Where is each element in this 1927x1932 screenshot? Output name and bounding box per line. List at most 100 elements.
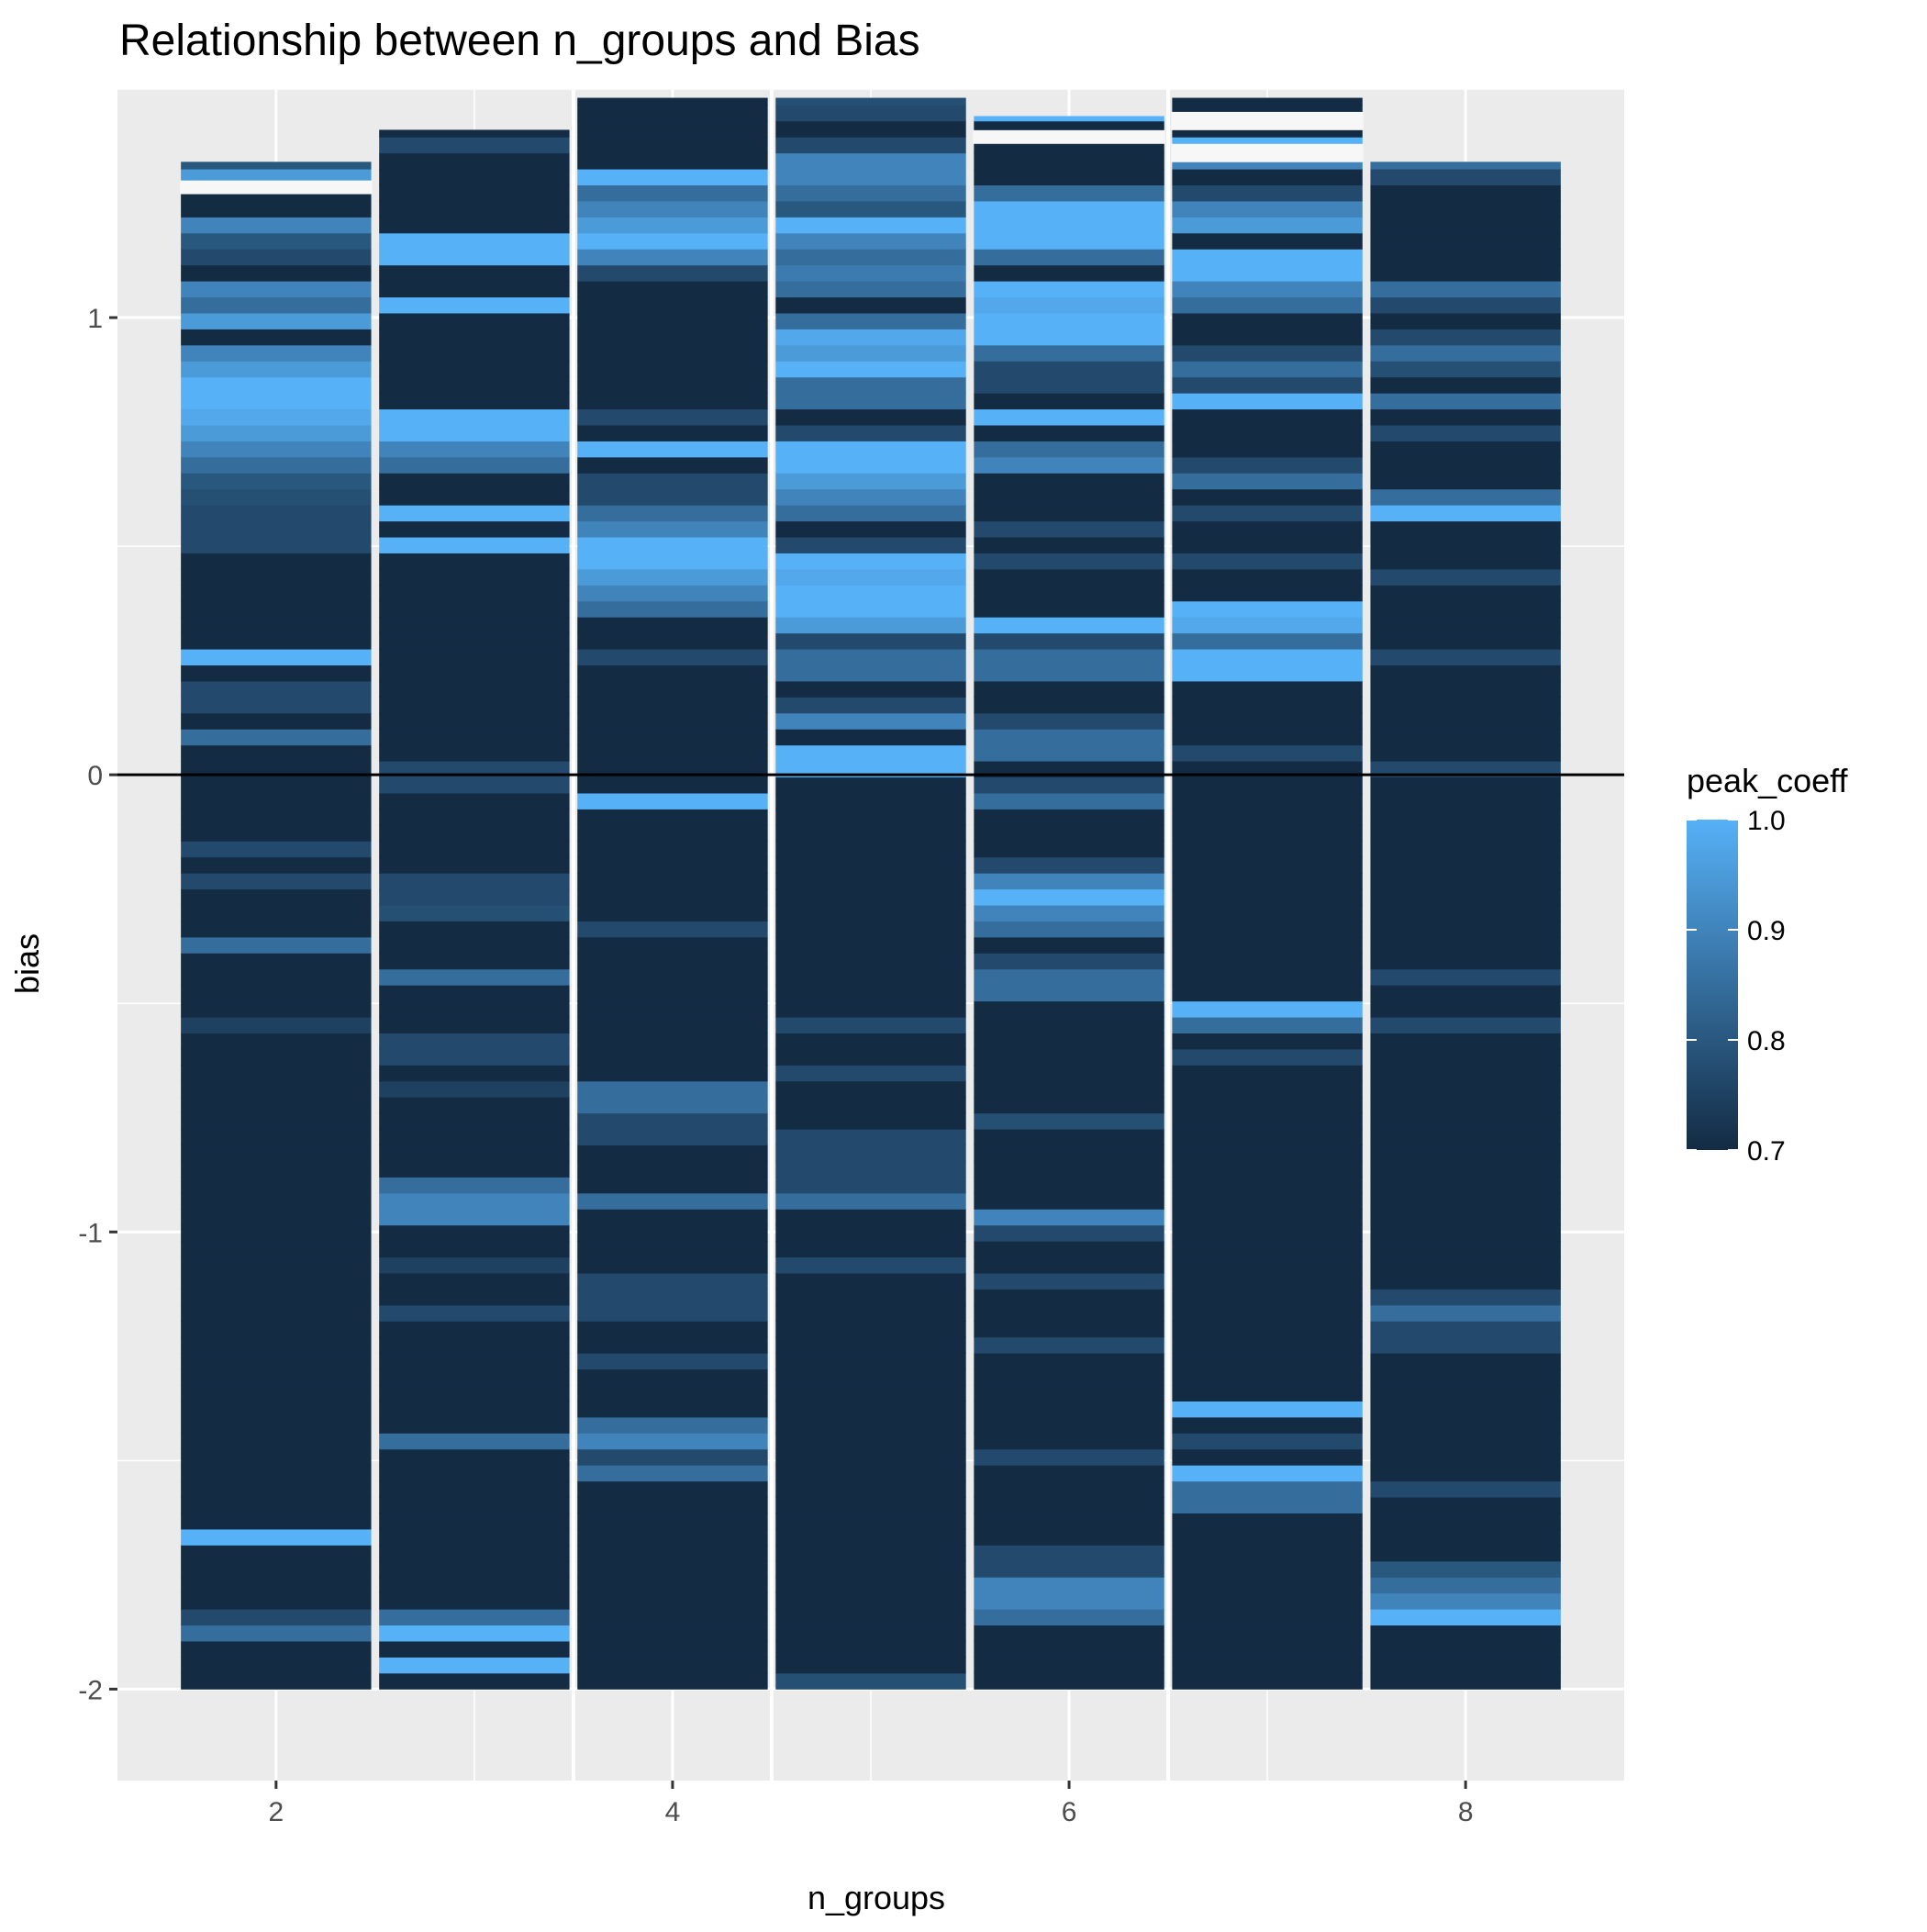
heatmap-tile — [974, 152, 1164, 170]
heatmap-tile — [181, 680, 372, 698]
heatmap-tile — [181, 1560, 372, 1578]
heatmap-tile — [1172, 1145, 1363, 1162]
heatmap-tile — [577, 936, 768, 954]
heatmap-tile — [181, 536, 372, 553]
heatmap-tile — [379, 1496, 570, 1514]
heatmap-tile — [379, 840, 570, 858]
heatmap-tile — [379, 344, 570, 362]
heatmap-tile — [775, 1560, 966, 1578]
heatmap-tile — [775, 1576, 966, 1594]
heatmap-tile — [379, 1336, 570, 1354]
heatmap-tile — [1172, 984, 1363, 1002]
heatmap-tile — [974, 424, 1164, 441]
heatmap-tile — [1172, 360, 1363, 378]
heatmap-tile — [577, 776, 768, 794]
heatmap-tile — [181, 1640, 372, 1658]
heatmap-tile — [775, 1128, 966, 1146]
heatmap-tile — [379, 632, 570, 650]
heatmap-tile — [379, 888, 570, 906]
heatmap-tile — [1172, 1401, 1363, 1418]
heatmap-tile — [577, 120, 768, 138]
heatmap-tile — [379, 697, 570, 714]
heatmap-tile — [775, 329, 966, 346]
heatmap-tile — [577, 97, 768, 106]
heatmap-tile — [379, 1576, 570, 1594]
heatmap-tile — [379, 856, 570, 874]
heatmap-tile — [577, 953, 768, 970]
heatmap-tile — [379, 536, 570, 553]
heatmap-tile — [974, 648, 1164, 666]
heatmap-tile — [1172, 1560, 1363, 1578]
heatmap-tile — [1370, 1208, 1561, 1226]
heatmap-tile — [974, 344, 1164, 362]
heatmap-tile — [1172, 760, 1363, 778]
heatmap-tile — [1370, 664, 1561, 682]
x-axis-label: n_groups — [808, 1879, 945, 1916]
heatmap-tile — [974, 680, 1164, 698]
heatmap-tile — [181, 1177, 372, 1194]
heatmap-tile — [1370, 680, 1561, 698]
heatmap-tile — [379, 1192, 570, 1210]
heatmap-tile — [775, 1640, 966, 1658]
heatmap-tile — [379, 1560, 570, 1578]
heatmap-tile — [775, 536, 966, 553]
heatmap-tile — [775, 504, 966, 522]
heatmap-tile — [775, 1464, 966, 1482]
heatmap-tile — [775, 264, 966, 282]
heatmap-tile — [379, 792, 570, 810]
heatmap-tile — [775, 1416, 966, 1434]
heatmap-tile — [1370, 504, 1561, 522]
heatmap-tile — [379, 376, 570, 394]
heatmap-tile — [379, 809, 570, 826]
heatmap-tile — [1172, 1321, 1363, 1338]
heatmap-tile — [974, 712, 1164, 730]
heatmap-tile — [577, 1192, 768, 1210]
heatmap-tile — [775, 1048, 966, 1066]
heatmap-tile — [775, 376, 966, 394]
heatmap-tile — [775, 744, 966, 762]
heatmap-tile — [1172, 809, 1363, 826]
heatmap-tile — [577, 392, 768, 410]
heatmap-tile — [1370, 936, 1561, 954]
heatmap-tile — [577, 1448, 768, 1466]
heatmap-tile — [974, 809, 1164, 826]
heatmap-tile — [577, 904, 768, 921]
heatmap-tile — [974, 217, 1164, 234]
heatmap-tile — [974, 1272, 1164, 1290]
heatmap-tile — [775, 1625, 966, 1642]
heatmap-tile — [379, 1592, 570, 1610]
heatmap-tile — [974, 1545, 1164, 1562]
heatmap-tile — [775, 1401, 966, 1418]
heatmap-tile — [577, 697, 768, 714]
heatmap-tile — [1370, 1433, 1561, 1450]
heatmap-tile — [775, 921, 966, 938]
heatmap-tile — [577, 1513, 768, 1530]
heatmap-tile — [379, 1112, 570, 1130]
heatmap-tile — [1172, 329, 1363, 346]
heatmap-tile — [577, 1048, 768, 1066]
heatmap-tile — [1370, 1224, 1561, 1242]
heatmap-tile — [1172, 248, 1363, 266]
heatmap-tile — [379, 616, 570, 634]
heatmap-tile — [181, 1048, 372, 1066]
heatmap-tile — [1370, 1608, 1561, 1626]
heatmap-tile — [1370, 1048, 1561, 1066]
heatmap-tile — [1172, 1033, 1363, 1050]
heatmap-tile — [1172, 600, 1363, 618]
tile-column-7 — [1171, 97, 1364, 1690]
heatmap-tile — [181, 1033, 372, 1050]
heatmap-tile — [181, 840, 372, 858]
heatmap-tile — [181, 1657, 372, 1674]
heatmap-tile — [1370, 953, 1561, 970]
heatmap-tile — [577, 264, 768, 282]
heatmap-tile — [974, 360, 1164, 378]
legend: peak_coeff 1.0 0.9 0.8 0.7 — [1687, 762, 1848, 1167]
heatmap-tile — [577, 376, 768, 394]
heatmap-tile — [1370, 168, 1561, 186]
heatmap-tile — [181, 648, 372, 666]
heatmap-tile — [577, 1528, 768, 1546]
heatmap-tile — [974, 1416, 1164, 1434]
heatmap-tile — [974, 184, 1164, 202]
heatmap-tile — [577, 473, 768, 490]
heatmap-tile — [775, 1352, 966, 1370]
